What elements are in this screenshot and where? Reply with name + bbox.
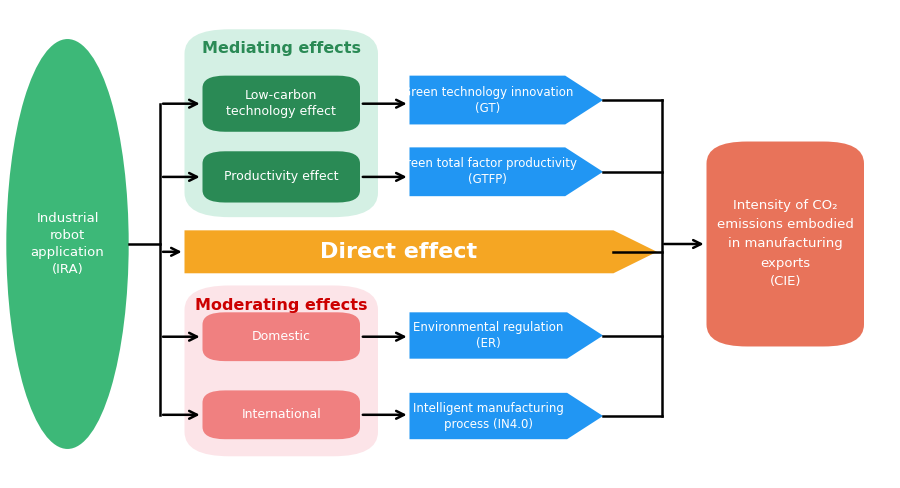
Ellipse shape — [6, 39, 129, 449]
Text: Moderating effects: Moderating effects — [195, 298, 367, 313]
Text: Direct effect: Direct effect — [320, 242, 478, 262]
Text: Productivity effect: Productivity effect — [224, 170, 338, 183]
Text: Intensity of CO₂
emissions embodied
in manufacturing
exports
(CIE): Intensity of CO₂ emissions embodied in m… — [716, 200, 854, 288]
Text: Environmental regulation
(ER): Environmental regulation (ER) — [413, 321, 563, 350]
FancyBboxPatch shape — [706, 142, 864, 346]
FancyBboxPatch shape — [202, 76, 360, 132]
Text: Mediating effects: Mediating effects — [202, 41, 361, 57]
Text: Intelligent manufacturing
process (IN4.0): Intelligent manufacturing process (IN4.0… — [413, 402, 563, 430]
Polygon shape — [410, 393, 603, 439]
Polygon shape — [410, 147, 603, 196]
Text: Industrial
robot
application
(IRA): Industrial robot application (IRA) — [31, 212, 104, 276]
FancyBboxPatch shape — [202, 151, 360, 203]
FancyBboxPatch shape — [184, 285, 378, 456]
FancyBboxPatch shape — [202, 390, 360, 439]
Text: Domestic: Domestic — [252, 330, 310, 343]
Text: Green total factor productivity
(GTFP): Green total factor productivity (GTFP) — [397, 157, 577, 186]
Polygon shape — [410, 312, 603, 359]
Text: Green technology innovation
(GT): Green technology innovation (GT) — [401, 85, 573, 115]
FancyBboxPatch shape — [202, 312, 360, 361]
Text: Low-carbon
technology effect: Low-carbon technology effect — [226, 89, 337, 118]
Polygon shape — [410, 76, 603, 124]
FancyBboxPatch shape — [184, 29, 378, 217]
Polygon shape — [184, 230, 657, 273]
Text: International: International — [241, 408, 321, 421]
